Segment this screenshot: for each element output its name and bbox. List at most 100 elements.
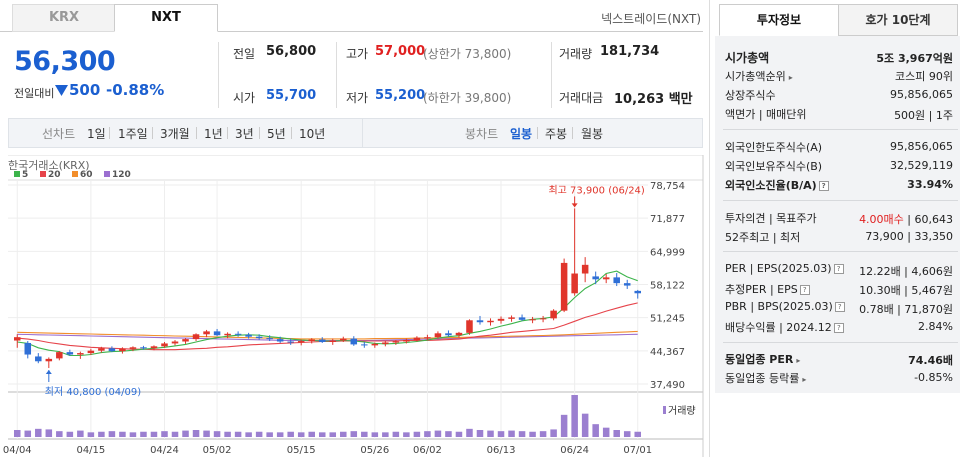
candle-body — [255, 336, 263, 339]
candle-body — [340, 338, 347, 341]
tab-krx[interactable]: KRX — [12, 4, 116, 32]
candle-body — [213, 331, 221, 336]
amount-label: 거래대금 — [559, 91, 604, 105]
sector-change-label[interactable]: 동일업종 등락률 ▸ — [725, 372, 807, 385]
triangle-right-icon: ▸ — [788, 73, 793, 82]
volume-bar — [455, 431, 463, 437]
candle-daily[interactable]: 일봉 — [510, 127, 533, 141]
candle-body — [266, 338, 273, 340]
volume-bar — [66, 431, 74, 437]
volume-bar — [413, 431, 421, 437]
volume-bar — [24, 430, 32, 437]
est-per-value: 10.30배 | 5,467원 — [859, 284, 953, 297]
ma-line-20 — [17, 302, 638, 351]
chart-source: 한국거래소(KRX) — [8, 159, 90, 172]
x-tick-label: 05/02 — [203, 445, 232, 456]
market-cap-rank-label[interactable]: 시가총액순위 ▸ — [725, 70, 793, 83]
help-icon[interactable]: ? — [833, 264, 844, 274]
x-tick-label: 06/13 — [487, 445, 516, 456]
triangle-right-icon: ▸ — [796, 356, 801, 365]
period-3y[interactable]: 3년 — [235, 127, 254, 141]
candle-body — [245, 334, 252, 337]
candle-body — [529, 319, 536, 321]
volume-bar — [592, 424, 599, 437]
exchange-name: 넥스트레이드(NXT) — [601, 12, 701, 26]
candle-body — [371, 343, 379, 346]
candle-weekly[interactable]: 주봉 — [545, 127, 568, 141]
volume-bar — [318, 432, 326, 437]
candle-body — [56, 352, 63, 359]
volume-bar — [276, 432, 284, 437]
candle-monthly[interactable]: 월봉 — [581, 127, 604, 141]
foreign-limit-label: 외국인한도주식수(A) — [725, 141, 823, 154]
volume-bar — [361, 431, 368, 437]
foreign-hold-label: 외국인보유주식수(B) — [725, 160, 823, 173]
candle-body — [35, 356, 42, 362]
y-tick-label: 37,490 — [650, 380, 685, 391]
volume-bar — [518, 431, 526, 437]
candle-body — [77, 353, 84, 355]
volume-bar — [266, 432, 273, 437]
foreign-limit-value: 95,856,065 — [890, 140, 953, 153]
volume-legend: 거래량 — [663, 402, 696, 417]
tab-nxt[interactable]: NXT — [114, 4, 218, 32]
period-10y[interactable]: 10년 — [299, 127, 326, 141]
candle-body — [445, 333, 452, 336]
dividend-value: 2.84% — [918, 320, 953, 333]
period-1d[interactable]: 1일 — [87, 127, 106, 141]
x-tick-label: 07/01 — [623, 445, 652, 456]
candle-body — [392, 341, 400, 343]
tab-investment-info[interactable]: 투자정보 — [719, 4, 839, 36]
candle-body — [171, 341, 179, 344]
volume-bar — [119, 431, 126, 437]
volume-bar — [56, 431, 63, 437]
volume-bar — [371, 432, 379, 437]
x-tick-label: 04/04 — [3, 445, 32, 456]
par-value: 500원 | 1주 — [894, 109, 953, 122]
volume-bar — [487, 430, 494, 437]
volume-bar — [234, 431, 242, 437]
candle-body — [108, 348, 116, 352]
volume-bar — [581, 413, 589, 437]
period-5y[interactable]: 5년 — [267, 127, 286, 141]
candlestick-chart[interactable]: 78,754 71,877 64,999 58,122 51,245 44,367 37,4… — [0, 155, 707, 457]
volume-bar — [35, 428, 42, 437]
volume-label: 거래량 — [559, 47, 593, 61]
volume-bar — [476, 430, 484, 437]
ma-line-5 — [17, 270, 638, 357]
help-icon[interactable]: ? — [799, 285, 810, 295]
high-annotation: 최고 73,900 (06/24) — [548, 184, 644, 196]
candle-body — [403, 340, 410, 342]
high-arrow-icon — [571, 203, 578, 208]
candle-body — [508, 317, 515, 319]
candle-body — [455, 332, 463, 336]
line-chart-label: 선차트 — [42, 127, 76, 141]
candle-body — [518, 317, 526, 320]
volume-bar — [434, 430, 442, 437]
52w-label: 52주최고 | 최저 — [725, 231, 801, 244]
low-annotation: 최저 40,800 (04/09) — [45, 386, 141, 398]
help-icon[interactable]: ? — [818, 181, 829, 191]
candle-body — [497, 318, 505, 321]
volume-bar — [77, 430, 84, 437]
help-icon[interactable]: ? — [833, 323, 844, 333]
period-1y[interactable]: 1년 — [204, 127, 223, 141]
period-3m[interactable]: 3개월 — [160, 127, 190, 141]
tab-orderbook[interactable]: 호가 10단계 — [838, 4, 958, 36]
x-tick-label: 05/26 — [360, 445, 389, 456]
volume-bar — [329, 432, 337, 437]
candle-body — [602, 277, 610, 280]
period-1w[interactable]: 1주일 — [118, 127, 148, 141]
candle-body — [203, 331, 210, 335]
volume-bar — [192, 430, 200, 437]
x-tick-label: 04/24 — [150, 445, 179, 456]
volume-bar — [203, 430, 210, 437]
sector-per-label[interactable]: 동일업종 PER ▸ — [725, 353, 801, 366]
candle-body — [308, 339, 315, 342]
candle-body — [539, 318, 547, 320]
market-cap-rank-value: 코스피 90위 — [895, 70, 953, 83]
help-icon[interactable]: ? — [834, 302, 845, 312]
triangle-right-icon: ▸ — [802, 375, 807, 384]
volume-bar — [613, 430, 620, 437]
volume-bar — [445, 431, 452, 437]
